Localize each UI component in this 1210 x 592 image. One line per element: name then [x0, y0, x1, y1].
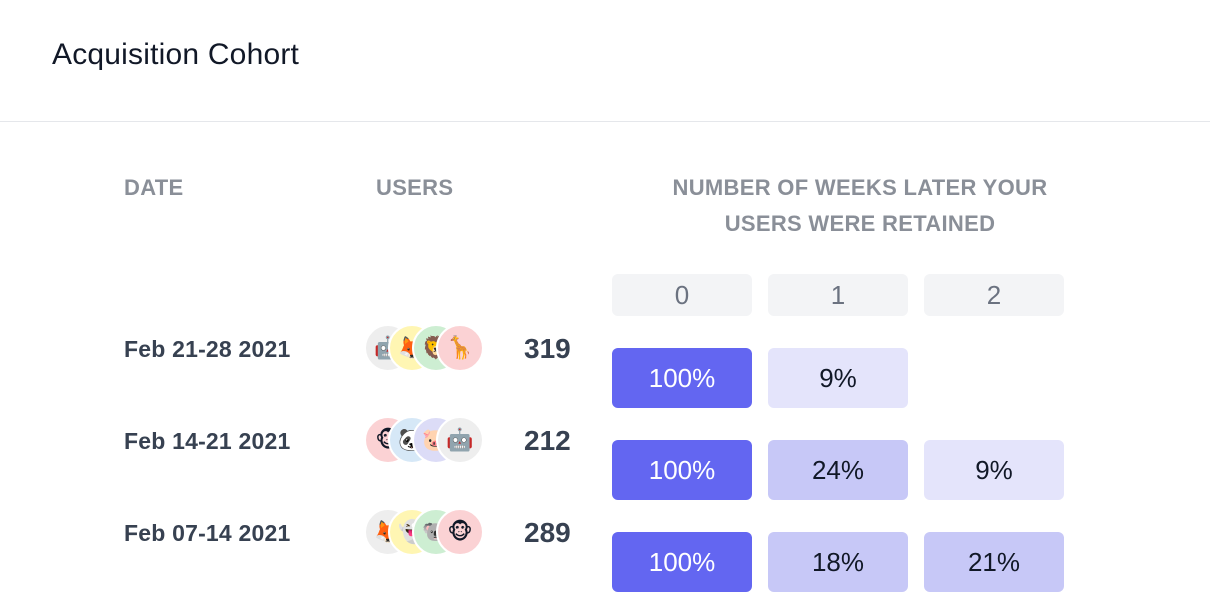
row-user-count: 319	[524, 333, 571, 364]
monkey-icon: 🐵	[436, 508, 484, 556]
retention-cell: 9%	[924, 440, 1064, 500]
column-header-weeks-line2: USERS WERE RETAINED	[724, 211, 996, 236]
retention-cell: 18%	[768, 532, 908, 592]
retention-cell: 21%	[924, 532, 1064, 592]
column-header-date: DATE	[124, 175, 184, 200]
row-date: Feb 21-28 2021	[124, 336, 291, 362]
row-user-count: 212	[524, 425, 571, 456]
row-date: Feb 07-14 2021	[124, 520, 291, 546]
row-user-count: 289	[524, 517, 571, 548]
column-header-weeks-line1: NUMBER OF WEEKS LATER YOUR	[672, 175, 1048, 200]
avatar-group: 🦊👻🐨🐵	[364, 508, 494, 556]
column-header-users: USERS	[376, 175, 454, 200]
robot-icon: 🤖	[436, 416, 484, 464]
row-date: Feb 14-21 2021	[124, 428, 291, 454]
retention-cell: 100%	[612, 348, 752, 408]
retention-cell: 24%	[768, 440, 908, 500]
column-header-weeks: NUMBER OF WEEKS LATER YOUR USERS WERE RE…	[600, 170, 1120, 242]
page-title: Acquisition Cohort	[52, 38, 300, 71]
retention-cell: 100%	[612, 440, 752, 500]
header: Acquisition Cohort	[0, 0, 1210, 122]
retention-cell: 9%	[768, 348, 908, 408]
avatar-group: 🤖🦊🦁🦒	[364, 324, 494, 372]
avatar-group: 🐵🐼🐷🤖	[364, 416, 494, 464]
giraffe-icon: 🦒	[436, 324, 484, 372]
week-header-0: 0	[612, 274, 752, 316]
week-header-2: 2	[924, 274, 1064, 316]
week-header-1: 1	[768, 274, 908, 316]
retention-cell: 100%	[612, 532, 752, 592]
